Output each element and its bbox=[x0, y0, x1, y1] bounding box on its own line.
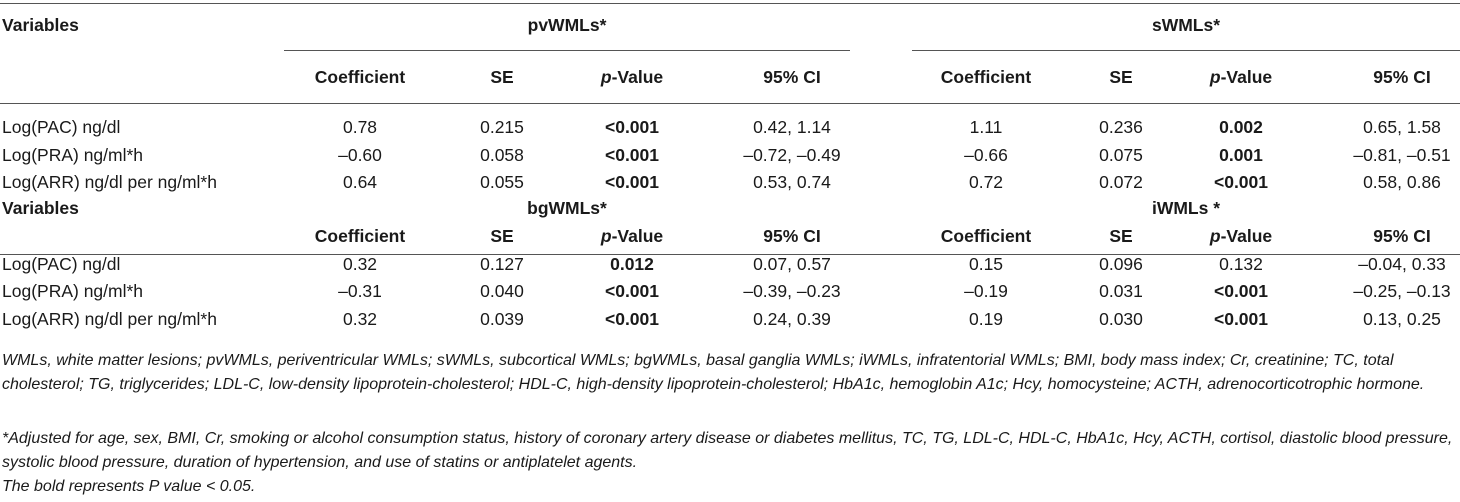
cell-p-value: <0.001 bbox=[604, 117, 660, 137]
cell-se: 0.055 bbox=[480, 172, 524, 192]
col-header-p-value: p-Value bbox=[600, 67, 664, 87]
cell-ci: 0.65, 1.58 bbox=[1363, 117, 1441, 137]
cell-coefficient: 0.32 bbox=[342, 309, 378, 329]
col-header-ci: 95% CI bbox=[763, 67, 821, 87]
cell-coefficient: –0.66 bbox=[964, 145, 1008, 165]
row-label: Log(PAC) ng/dl bbox=[2, 117, 121, 137]
col-header-se: SE bbox=[490, 226, 514, 246]
col-header-coefficient: Coefficient bbox=[314, 226, 406, 246]
cell-ci: 0.13, 0.25 bbox=[1363, 309, 1441, 329]
cell-ci: –0.25, –0.13 bbox=[1353, 281, 1451, 301]
group-header-pvwmls: pvWMLs* bbox=[527, 15, 607, 35]
cell-coefficient: –0.60 bbox=[338, 145, 382, 165]
cell-p-value: 0.001 bbox=[1219, 145, 1263, 165]
cell-p-value: <0.001 bbox=[1213, 281, 1269, 301]
cell-coefficient: –0.31 bbox=[338, 281, 382, 301]
col-header-se: SE bbox=[1109, 67, 1133, 87]
cell-p-value: <0.001 bbox=[604, 172, 660, 192]
cell-p-value: <0.001 bbox=[604, 281, 660, 301]
group-header-swmls: sWMLs* bbox=[1151, 15, 1221, 35]
footnote-adjusted: *Adjusted for age, sex, BMI, Cr, smoking… bbox=[2, 430, 1453, 471]
col-header-coefficient: Coefficient bbox=[314, 67, 406, 87]
cell-se: 0.215 bbox=[480, 117, 524, 137]
variables-header: Variables bbox=[2, 198, 79, 218]
table-top-rule bbox=[0, 3, 1460, 4]
cell-coefficient: 0.19 bbox=[968, 309, 1004, 329]
col-header-se: SE bbox=[490, 67, 514, 87]
cell-coefficient: 0.15 bbox=[968, 254, 1004, 274]
col-header-p-value: p-Value bbox=[600, 226, 664, 246]
cell-ci: 0.24, 0.39 bbox=[753, 309, 831, 329]
cell-coefficient: 0.78 bbox=[342, 117, 378, 137]
cell-ci: 0.07, 0.57 bbox=[753, 254, 831, 274]
cell-se: 0.072 bbox=[1099, 172, 1143, 192]
cell-se: 0.040 bbox=[480, 281, 524, 301]
footnote-abbreviations: WMLs, white matter lesions; pvWMLs, peri… bbox=[2, 352, 1425, 393]
cell-p-value: 0.012 bbox=[610, 254, 654, 274]
row-label: Log(PRA) ng/ml*h bbox=[2, 145, 144, 165]
swmls-group-rule bbox=[912, 50, 1460, 51]
cell-ci: –0.39, –0.23 bbox=[743, 281, 841, 301]
group-header-bgwmls: bgWMLs* bbox=[527, 198, 607, 218]
cell-coefficient: 0.32 bbox=[342, 254, 378, 274]
cell-se: 0.096 bbox=[1099, 254, 1143, 274]
col-header-p-value: p-Value bbox=[1209, 67, 1273, 87]
cell-p-value: 0.132 bbox=[1219, 254, 1263, 274]
cell-coefficient: 1.11 bbox=[969, 117, 1003, 137]
cell-ci: –0.04, 0.33 bbox=[1358, 254, 1446, 274]
col-header-coefficient: Coefficient bbox=[940, 67, 1032, 87]
pvwmls-group-rule bbox=[284, 50, 850, 51]
row-label: Log(PRA) ng/ml*h bbox=[2, 281, 144, 301]
col-header-coefficient: Coefficient bbox=[940, 226, 1032, 246]
cell-se: 0.031 bbox=[1099, 281, 1143, 301]
cell-se: 0.127 bbox=[480, 254, 524, 274]
col-header-ci: 95% CI bbox=[1373, 67, 1431, 87]
cell-ci: –0.81, –0.51 bbox=[1353, 145, 1451, 165]
cell-coefficient: 0.72 bbox=[968, 172, 1004, 192]
cell-ci: 0.58, 0.86 bbox=[1363, 172, 1441, 192]
col-header-ci: 95% CI bbox=[763, 226, 821, 246]
header-bottom-rule bbox=[0, 103, 1460, 104]
cell-se: 0.058 bbox=[480, 145, 524, 165]
variables-header: Variables bbox=[2, 15, 79, 35]
col-header-p-value: p-Value bbox=[1209, 226, 1273, 246]
table-bottom-rule bbox=[0, 254, 1460, 255]
row-label: Log(PAC) ng/dl bbox=[2, 254, 121, 274]
row-label: Log(ARR) ng/dl per ng/ml*h bbox=[2, 309, 217, 329]
cell-p-value: <0.001 bbox=[604, 145, 660, 165]
cell-se: 0.039 bbox=[480, 309, 524, 329]
cell-ci: 0.42, 1.14 bbox=[753, 117, 831, 137]
cell-ci: –0.72, –0.49 bbox=[743, 145, 841, 165]
footnote-bold-note: The bold represents P value < 0.05. bbox=[2, 478, 256, 495]
row-label: Log(ARR) ng/dl per ng/ml*h bbox=[2, 172, 217, 192]
cell-p-value: <0.001 bbox=[604, 309, 660, 329]
cell-coefficient: –0.19 bbox=[964, 281, 1008, 301]
cell-p-value: <0.001 bbox=[1213, 172, 1269, 192]
cell-p-value: 0.002 bbox=[1219, 117, 1263, 137]
col-header-ci: 95% CI bbox=[1373, 226, 1431, 246]
cell-se: 0.030 bbox=[1099, 309, 1143, 329]
cell-coefficient: 0.64 bbox=[342, 172, 378, 192]
cell-se: 0.236 bbox=[1099, 117, 1143, 137]
group-header-iwmls: iWMLs * bbox=[1151, 198, 1221, 218]
col-header-se: SE bbox=[1109, 226, 1133, 246]
cell-ci: 0.53, 0.74 bbox=[753, 172, 831, 192]
cell-se: 0.075 bbox=[1099, 145, 1143, 165]
cell-p-value: <0.001 bbox=[1213, 309, 1269, 329]
